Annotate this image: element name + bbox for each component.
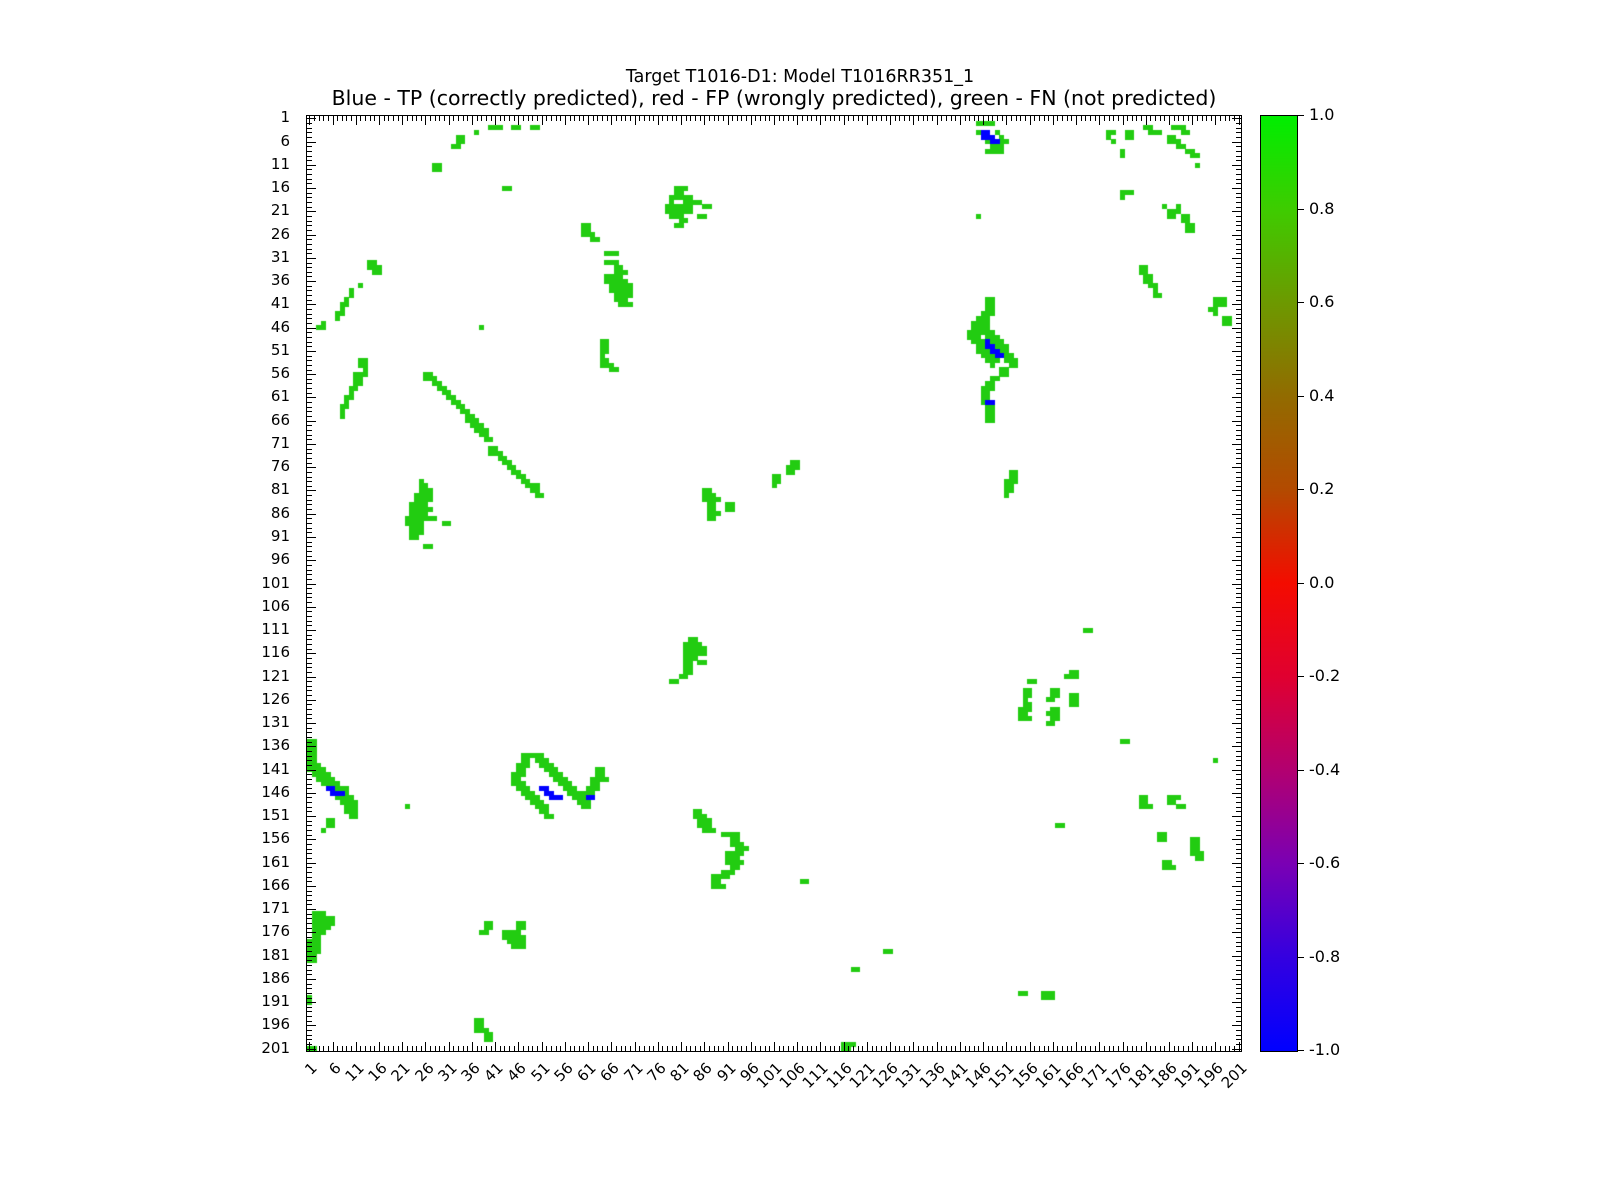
y-tick-label: 196 — [261, 1015, 290, 1034]
y-tick-label: 146 — [261, 782, 290, 801]
axes-title-legend: Blue - TP (correctly predicted), red - F… — [331, 86, 1217, 110]
y-tick-label: 131 — [261, 713, 290, 732]
y-tick-label: 91 — [270, 526, 290, 545]
y-tick-label: 126 — [261, 689, 290, 708]
colorbar-tick-label: -0.2 — [1309, 666, 1341, 685]
y-tick-label: 41 — [270, 294, 290, 313]
suptitle-line-1: Target T1016-D1: Model T1016RR351_1 — [625, 67, 975, 87]
colorbar-tick — [1298, 489, 1304, 490]
y-tick-label: 116 — [261, 643, 290, 662]
y-tick-label: 106 — [261, 596, 290, 615]
y-tick-label: 166 — [261, 875, 290, 894]
y-tick-label: 11 — [270, 154, 290, 173]
colorbar-tick-label: -0.6 — [1309, 853, 1341, 872]
colorbar-tick — [1298, 302, 1304, 303]
y-tick-label: 101 — [261, 573, 290, 592]
colorbar-tick-label: 0.4 — [1309, 385, 1335, 405]
y-tick-label: 6 — [280, 131, 290, 150]
y-tick-label: 31 — [270, 247, 290, 266]
y-tick-label: 136 — [261, 736, 290, 755]
y-tick-label: 161 — [261, 852, 290, 871]
colorbar-tick — [1298, 676, 1304, 677]
colorbar-tick-label: 0.6 — [1309, 292, 1335, 311]
colorbar — [1260, 115, 1298, 1052]
colorbar-tick-label: 0.8 — [1309, 198, 1335, 218]
y-tick-label: 81 — [270, 480, 290, 499]
y-tick-label: 186 — [261, 968, 290, 987]
colorbar-tick — [1298, 582, 1304, 584]
x-axis-tick-labels: 1 6 11 16 21 26 31 36 41 46 51 56 61 66 71 76 81 86 91 96 10… — [302, 1057, 1251, 1177]
y-tick-label: 191 — [261, 992, 290, 1011]
y-tick-label: 86 — [270, 503, 290, 522]
y-tick-label: 151 — [261, 806, 290, 825]
contact-map-plot-area — [306, 115, 1242, 1052]
y-tick-label: 176 — [261, 922, 290, 941]
y-tick-label: 46 — [270, 317, 290, 336]
y-tick-label: 171 — [261, 899, 290, 918]
y-tick-label: 56 — [270, 364, 290, 383]
y-tick-label: 71 — [270, 433, 290, 452]
y-tick-label: 121 — [261, 666, 290, 685]
colorbar-tick — [1298, 1050, 1304, 1051]
colorbar-tick — [1298, 208, 1304, 210]
colorbar-tick-label: -1.0 — [1309, 1040, 1341, 1059]
colorbar-tick — [1298, 395, 1304, 397]
y-tick-label: 16 — [270, 178, 290, 197]
y-tick-label: 36 — [270, 271, 290, 290]
colorbar-tick — [1298, 115, 1304, 116]
colorbar-tick-labels: 1.0 0.8 0.6 0.4 0.2 0.0 -0.2 -0.4 -0.6 -0.8 -1.0 — [1298, 105, 1498, 1059]
y-tick-label: 201 — [261, 1038, 290, 1057]
colorbar-tick-label: 0.0 — [1309, 572, 1335, 592]
y-tick-label: 96 — [270, 550, 290, 569]
colorbar-tick — [1298, 956, 1304, 958]
colorbar-tick — [1298, 863, 1304, 864]
colorbar-gradient — [1261, 116, 1297, 1051]
colorbar-tick-label: -0.8 — [1309, 946, 1341, 966]
y-axis-tick-labels: 1 6 11 16 21 26 31 36 41 46 51 56 61 66 71 76 81 86 91 96 10… — [0, 108, 298, 1056]
y-tick-label: 111 — [261, 620, 290, 639]
colorbar-tick-label: 0.2 — [1309, 479, 1335, 498]
y-tick-label: 156 — [261, 829, 290, 848]
y-tick-label: 61 — [270, 387, 290, 406]
y-tick-label: 76 — [270, 457, 290, 476]
contact-map-matrix — [307, 116, 1241, 1051]
y-tick-label: 26 — [270, 224, 290, 243]
y-tick-label: 181 — [261, 945, 290, 964]
y-tick-label: 21 — [270, 201, 290, 220]
y-tick-label: 51 — [270, 340, 290, 359]
y-tick-label: 141 — [261, 759, 290, 778]
colorbar-tick-label: -0.4 — [1309, 759, 1341, 779]
y-tick-label: 66 — [270, 410, 290, 429]
colorbar-tick-label: 1.0 — [1309, 105, 1335, 124]
colorbar-tick — [1298, 769, 1304, 771]
y-tick-label: 1 — [280, 108, 290, 127]
